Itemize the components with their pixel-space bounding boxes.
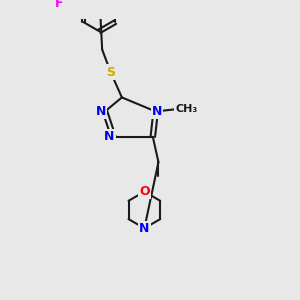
- Text: S: S: [106, 66, 115, 79]
- Text: N: N: [139, 222, 150, 235]
- Text: CH₃: CH₃: [176, 104, 198, 114]
- Text: O: O: [139, 185, 150, 198]
- Text: N: N: [104, 130, 114, 143]
- Text: N: N: [96, 105, 106, 118]
- Text: F: F: [55, 0, 64, 11]
- Text: N: N: [152, 105, 162, 118]
